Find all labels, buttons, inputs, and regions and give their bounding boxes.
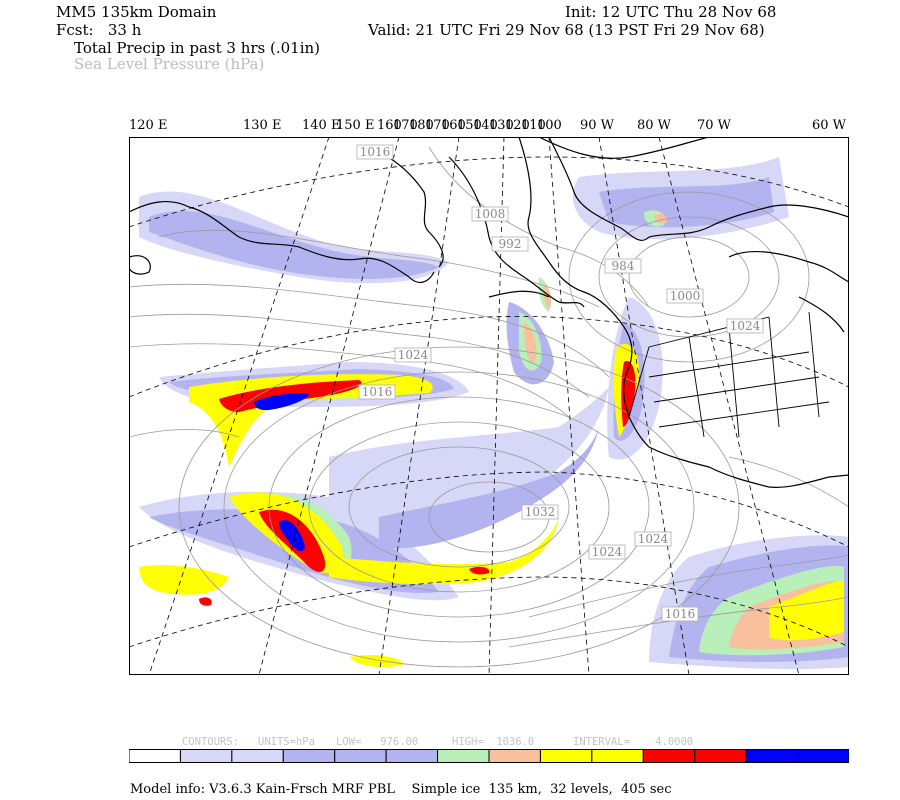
isobar-label-text: 1016 [360,145,391,159]
state-borders [628,311,830,438]
legend-swatch [282,749,336,763]
model-info: Model info: V3.6.3 Kain-Frsch MRF PBL Si… [130,782,672,797]
longitude-label: 130 E [243,118,282,133]
forecast-hour: Fcst: 33 h [56,21,142,39]
map-frame [129,137,849,675]
legend-swatch [334,749,387,763]
legend-swatch [745,749,799,763]
field-slp-title: Sea Level Pressure (hPa) [74,55,265,73]
isobar-label-text: 992 [499,237,522,251]
legend-swatch [797,749,849,763]
longitude-label: 160 [441,118,466,133]
isobar-label: 1024 [588,544,626,560]
precip-band-arc [329,387,609,541]
isobar-label: 1024 [634,531,672,547]
legend-swatch [437,749,490,763]
contour-high: HIGH= 1036.0 [452,736,535,748]
isobar-label: 1016 [661,606,699,622]
valid-time: Valid: 21 UTC Fri 29 Nov 68 (13 PST Fri … [368,21,765,39]
legend-swatch [488,749,541,763]
isobar-label: 992 [491,236,529,252]
isobar-label: 1024 [394,347,432,363]
longitude-label: 100 [537,118,562,133]
longitude-label: 130 [489,118,514,133]
contour-label: CONTOURS: [182,736,239,748]
longitude-label: 170 [425,118,450,133]
isobar-label: 1032 [521,504,559,520]
weather-map: 1016 1008 992 984 1000 1024 1024 1016 1032 1024 10… [129,137,849,675]
color-legend-bar [129,749,849,763]
longitude-label: 180 [409,118,434,133]
graticule [129,137,849,675]
isobar-label-text: 1024 [730,319,761,333]
legend-swatch [385,749,439,763]
isobar-label-text: 1016 [665,607,696,621]
domain-title: MM5 135km Domain [56,3,217,21]
longitude-label: 80 W [637,118,672,133]
longitude-label: 60 W [812,118,847,133]
contour-interval: INTERVAL= 4.0000 [573,736,694,748]
isobar-label: 984 [604,258,642,274]
isobar-label-text: 1032 [525,505,556,519]
longitude-label: 150 E [336,118,375,133]
contour-units: UNITS=hPa [258,736,315,748]
isobar-label: 1024 [726,318,764,334]
isobar-label-text: 984 [612,259,635,273]
longitude-label: 120 E [129,118,168,133]
legend-swatch [179,749,233,763]
isobar-labels: 1016 1008 992 984 1000 1024 1024 1016 1032 1024 10… [356,144,764,622]
isobar-label-text: 1016 [362,385,393,399]
isobar-label-text: 1024 [638,532,669,546]
isobar-label: 1016 [356,144,394,160]
isobar-label: 1016 [358,384,396,400]
field-precip-title: Total Precip in past 3 hrs (.01in) [74,39,321,57]
coastlines [129,137,849,488]
longitude-label: 90 W [580,118,615,133]
longitude-label: 160 [377,118,402,133]
legend-swatch [642,749,696,763]
longitude-label: 170 [393,118,418,133]
isobar-label-text: 1008 [475,207,506,221]
longitude-label: 140 E [302,118,341,133]
longitude-label: 110 [521,118,546,133]
isobar-label-text: 1000 [670,289,701,303]
init-time: Init: 12 UTC Thu 28 Nov 68 [565,3,777,21]
longitude-label: 150 [457,118,482,133]
longitude-label: 140 [473,118,498,133]
isobars [129,146,849,668]
longitude-label: 70 W [697,118,732,133]
legend-swatch [231,749,284,763]
legend-swatch [591,749,644,763]
isobar-label: 1000 [666,288,704,304]
isobar-label-text: 1024 [398,348,429,362]
legend-swatch [694,749,747,763]
legend-swatch [129,749,181,763]
contour-low: LOW= 976.00 [336,736,419,748]
isobar-label-text: 1024 [592,545,623,559]
longitude-label: 120 [505,118,530,133]
isobar-label: 1008 [471,206,509,222]
legend-swatch [539,749,593,763]
